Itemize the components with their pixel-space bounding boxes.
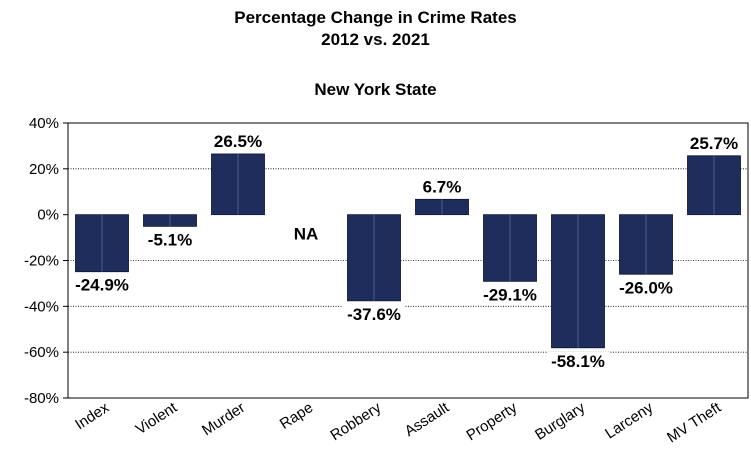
data-label: -24.9% <box>75 276 129 295</box>
x-tick-label: Assault <box>402 399 453 441</box>
data-label-bg <box>478 285 542 305</box>
chart-title-line1: Percentage Change in Crime Rates <box>234 8 517 27</box>
data-label: -29.1% <box>483 285 537 304</box>
data-label-bg <box>293 224 319 244</box>
data-label-bg <box>211 131 265 151</box>
data-label-bg <box>143 230 197 250</box>
y-tick-label: 20% <box>29 161 59 178</box>
x-tick-label: Rape <box>277 399 316 433</box>
data-label-bg <box>420 177 464 197</box>
data-label: -5.1% <box>148 230 192 249</box>
data-label-bg <box>687 133 741 153</box>
data-label: 25.7% <box>690 134 738 153</box>
data-label: NA <box>294 225 319 244</box>
x-tick-label: Burglary <box>532 399 589 444</box>
x-tick-label: MV Theft <box>664 399 725 447</box>
data-label-bg <box>546 351 610 371</box>
chart-title-line2: 2012 vs. 2021 <box>321 30 430 49</box>
y-tick-label: 40% <box>29 115 59 132</box>
x-tick-label: Index <box>72 399 112 434</box>
data-label: -37.6% <box>347 305 401 324</box>
x-tick-label: Murder <box>199 399 248 439</box>
data-label-bg <box>614 278 678 298</box>
data-label: -26.0% <box>619 278 673 297</box>
data-label-bg <box>342 304 406 324</box>
data-label: 6.7% <box>423 177 462 196</box>
y-tick-label: -20% <box>24 253 59 270</box>
chart-subtitle: New York State <box>314 80 437 99</box>
x-tick-label: Property <box>463 399 520 444</box>
y-tick-label: 0% <box>37 207 59 224</box>
x-tick-label: Violent <box>133 399 181 439</box>
data-label: -58.1% <box>551 352 605 371</box>
x-tick-label: Robbery <box>327 399 384 444</box>
y-tick-label: -40% <box>24 298 59 315</box>
data-label-bg <box>70 275 134 295</box>
data-label: 26.5% <box>214 132 262 151</box>
x-tick-label: Larceny <box>602 399 656 443</box>
y-tick-label: -60% <box>24 344 59 361</box>
y-tick-label: -80% <box>24 390 59 407</box>
